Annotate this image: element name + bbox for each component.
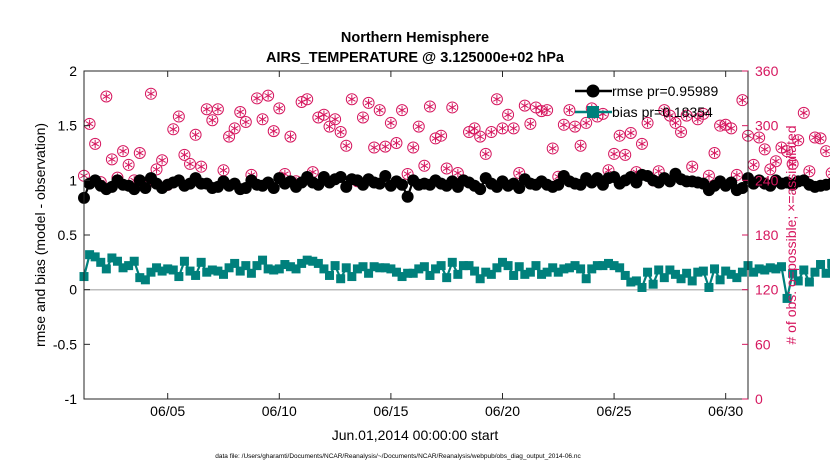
bias-point	[576, 264, 585, 273]
obs-count-point	[759, 144, 770, 155]
bias-point	[336, 274, 345, 283]
x-tick-label: 06/15	[373, 403, 408, 419]
y-right-tick-label: 120	[755, 282, 779, 298]
legend-rmse-label: rmse pr=0.95989	[612, 83, 718, 99]
bias-point	[704, 283, 713, 292]
bias-point	[453, 270, 462, 279]
bias-point	[682, 269, 691, 278]
bias-point	[470, 267, 479, 276]
x-axis-label: Jun.01,2014 00:00:00 start	[332, 427, 499, 443]
obs-assimilated-marker	[822, 147, 829, 155]
bias-point	[699, 267, 708, 276]
bias-point	[241, 261, 250, 270]
x-tick-labels: 06/05 06/10 06/15 06/20 06/25 06/30	[150, 403, 743, 419]
bias-point	[688, 276, 697, 285]
bias-point	[448, 258, 457, 267]
bias-point	[710, 264, 719, 273]
obs-assimilated-marker	[756, 133, 763, 141]
bias-point	[660, 273, 669, 282]
bias-point	[197, 258, 206, 267]
bias-point	[442, 273, 451, 282]
data-file-footer: data file: /Users/gharamti/Documents/NCA…	[215, 453, 581, 460]
x-tick-label: 06/10	[262, 403, 297, 419]
x-tick-label: 06/25	[597, 403, 632, 419]
y-left-tick-label: 0.5	[58, 227, 78, 243]
bias-point	[230, 259, 239, 268]
bias-point	[347, 272, 356, 281]
x-tick-label: 06/30	[708, 403, 743, 419]
bias-point	[805, 278, 814, 287]
bias-point	[716, 275, 725, 284]
obs-count-point	[826, 168, 830, 179]
y-left-tick-label: 2	[69, 63, 77, 79]
bias-point	[180, 257, 189, 266]
bias-point	[130, 257, 139, 266]
obs-count-point	[798, 107, 809, 118]
chart-title-line1: Northern Hemisphere	[341, 30, 489, 46]
legend-rmse-marker	[587, 85, 600, 98]
rmse-point	[396, 179, 408, 191]
bias-point	[810, 268, 819, 277]
bias-point	[247, 269, 256, 278]
bias-point	[331, 261, 340, 270]
bias-point	[509, 271, 518, 280]
y-left-tick-label: 1.5	[58, 118, 78, 134]
obs-count-point	[770, 156, 781, 167]
y-right-tick-label: 180	[755, 227, 779, 243]
bias-point	[504, 261, 513, 270]
y-left-tick-label: -1	[65, 391, 78, 407]
y-left-tick-label: 0	[69, 282, 77, 298]
y-right-tick-label: 60	[755, 336, 771, 352]
y-right-tick-labels: 0 60 120 180 240 300 360	[755, 63, 779, 407]
bias-point	[822, 269, 830, 278]
bias-point	[325, 271, 334, 280]
bias-point	[816, 260, 825, 269]
y-right-tick-label: 300	[755, 118, 779, 134]
obs-assimilated-marker	[800, 109, 807, 117]
y-left-tick-labels: -1 -0.5 0 0.5 1 1.5 2	[53, 63, 77, 407]
bias-point	[643, 268, 652, 277]
bias-point	[654, 265, 663, 274]
bias-point	[799, 265, 808, 274]
obs-assimilated-marker	[772, 157, 779, 165]
bias-point	[174, 272, 183, 281]
bias-point	[531, 261, 540, 270]
obs-count-point	[748, 159, 759, 170]
legend-bias-marker	[587, 106, 599, 118]
bias-point	[141, 275, 150, 284]
obs-possible-marker	[826, 168, 830, 179]
obs-count-point	[821, 146, 830, 157]
bias-point	[342, 263, 351, 272]
y-right-tick-label: 0	[755, 391, 763, 407]
chart-title-line2: AIRS_TEMPERATURE @ 3.125000e+02 hPa	[266, 50, 565, 66]
rmse-point	[474, 183, 486, 195]
bias-point	[515, 262, 524, 271]
y-axis-label-left: rmse and bias (model - observation)	[32, 123, 48, 347]
obs-assimilated-marker	[750, 161, 757, 169]
rmse-point	[402, 191, 414, 203]
bias-point	[191, 271, 200, 280]
bias-point	[420, 262, 429, 271]
bias-point	[637, 283, 646, 292]
bias-point	[437, 261, 446, 270]
y-left-tick-label: -0.5	[53, 336, 77, 352]
legend-bias-label: bias pr=0.18354	[612, 104, 713, 120]
y-right-tick-label: 360	[755, 63, 779, 79]
obs-assimilated-marker	[806, 167, 813, 175]
x-tick-label: 06/05	[150, 403, 185, 419]
y-axis-label-right: # of obs: o=possible; ×=assimilated	[783, 125, 799, 344]
obs-assimilated-marker	[761, 145, 768, 153]
bias-point	[649, 280, 658, 289]
x-tick-label: 06/20	[485, 403, 520, 419]
bias-point	[615, 263, 624, 272]
bias-point	[258, 256, 267, 265]
y-right-tick-label: 240	[755, 172, 779, 188]
bias-point	[102, 264, 111, 273]
y-left-tick-label: 1	[69, 172, 77, 188]
bias-point	[582, 274, 591, 283]
